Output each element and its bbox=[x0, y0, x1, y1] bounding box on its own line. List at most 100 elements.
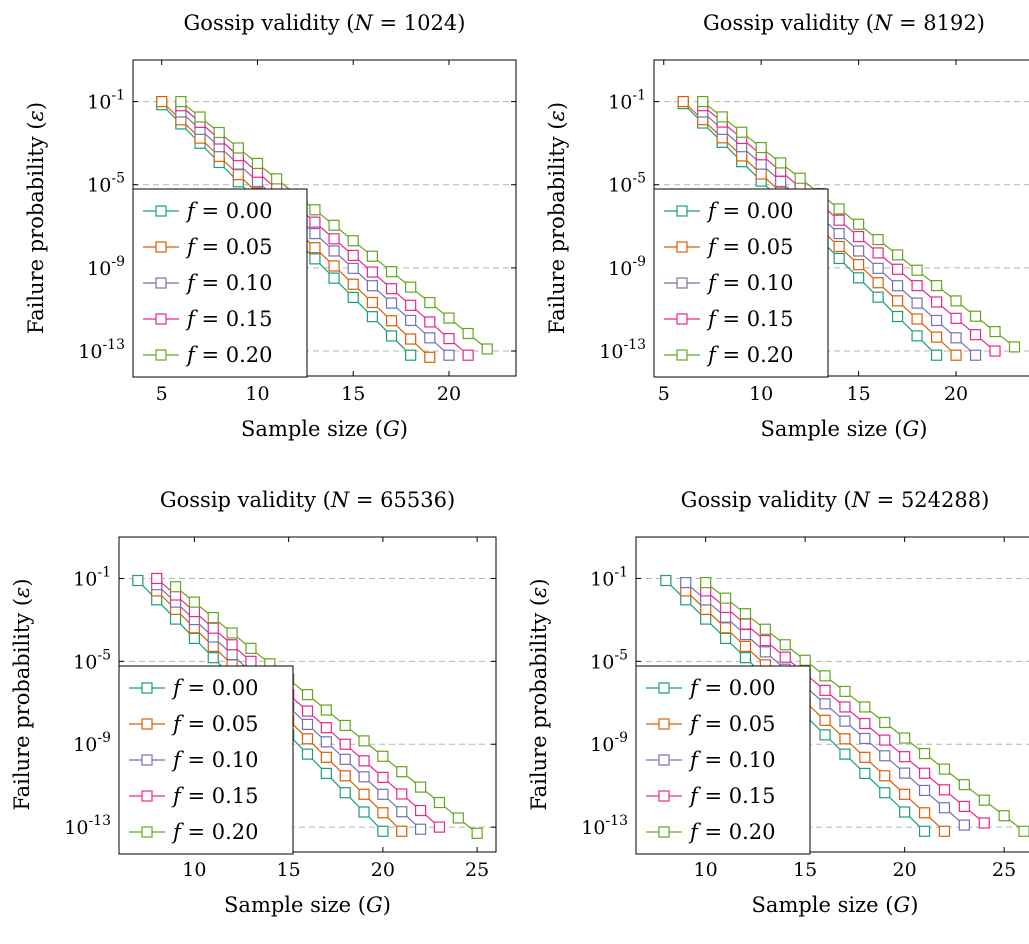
data-point-marker bbox=[891, 263, 904, 275]
data-point-marker bbox=[366, 266, 378, 278]
legend-label: f = 0.10 bbox=[185, 271, 273, 295]
data-point-marker bbox=[918, 807, 931, 819]
data-point-marker bbox=[872, 291, 884, 303]
data-point-marker bbox=[872, 277, 884, 289]
data-point-marker bbox=[958, 819, 970, 831]
series-0.10 bbox=[680, 576, 970, 831]
legend: f = 0.00 f = 0.05 f = 0.10 f = 0.15 f = 0.20 bbox=[132, 188, 308, 378]
data-point-marker bbox=[938, 763, 951, 775]
data-point-marker bbox=[366, 311, 378, 323]
y-tick-label: 10-5 bbox=[590, 647, 628, 673]
data-point-marker bbox=[415, 781, 427, 793]
y-axis-label: Failure probability (ε) bbox=[10, 578, 34, 810]
data-point-marker bbox=[879, 716, 891, 729]
data-point-marker bbox=[839, 733, 851, 745]
data-point-marker bbox=[739, 618, 752, 630]
data-point-marker bbox=[194, 111, 206, 123]
x-tick-label: 15 bbox=[847, 383, 871, 405]
legend-marker bbox=[155, 349, 167, 361]
data-point-marker bbox=[879, 734, 891, 746]
legend-marker bbox=[658, 754, 670, 766]
data-point-marker bbox=[879, 770, 891, 782]
chart-panel-4: 10 15 20 25 10-1 10-5 10-9 10-13 Gossip validity… bbox=[527, 488, 1029, 917]
data-point-marker bbox=[309, 216, 321, 228]
data-point-marker bbox=[899, 788, 911, 800]
data-point-marker bbox=[969, 329, 982, 341]
data-point-marker bbox=[969, 349, 982, 361]
data-point-marker bbox=[226, 627, 238, 639]
data-point-marker bbox=[396, 825, 408, 837]
data-point-marker bbox=[320, 736, 332, 748]
data-point-marker bbox=[347, 235, 359, 247]
data-point-marker bbox=[301, 733, 314, 745]
data-point-marker bbox=[213, 126, 225, 139]
y-tick-label: 10-13 bbox=[599, 337, 646, 363]
legend-marker bbox=[676, 277, 688, 289]
x-axis-label: Sample size (G) bbox=[761, 417, 928, 441]
legend-label: f = 0.00 bbox=[688, 676, 776, 700]
x-tick-label: 15 bbox=[341, 383, 365, 405]
data-point-marker bbox=[891, 295, 904, 307]
y-tick-label: 10-1 bbox=[87, 88, 125, 114]
data-point-marker bbox=[385, 283, 398, 295]
chart-title: Gossip validity (N = 65536) bbox=[160, 488, 455, 512]
data-point-marker bbox=[226, 639, 238, 651]
data-point-marker bbox=[245, 642, 257, 654]
data-point-marker bbox=[950, 295, 962, 307]
data-point-marker bbox=[759, 623, 771, 635]
data-point-marker bbox=[207, 652, 219, 664]
data-point-marker bbox=[700, 613, 712, 625]
y-tick-label: 10-13 bbox=[64, 813, 111, 839]
data-point-marker bbox=[755, 141, 767, 154]
legend-label: f = 0.00 bbox=[171, 676, 259, 700]
data-point-marker bbox=[719, 592, 732, 604]
data-point-marker bbox=[385, 315, 398, 327]
data-point-marker bbox=[339, 738, 351, 750]
data-point-marker bbox=[358, 771, 370, 783]
data-point-marker bbox=[188, 632, 200, 644]
data-point-marker bbox=[169, 581, 182, 593]
data-point-marker bbox=[396, 788, 408, 800]
legend-label: f = 0.15 bbox=[706, 307, 794, 331]
data-point-marker bbox=[930, 296, 943, 308]
chart-panel-2: 5 10 15 20 10-1 10-5 10-9 10-13 Gossip validity … bbox=[545, 11, 1029, 441]
data-point-marker bbox=[424, 332, 436, 344]
data-point-marker bbox=[839, 685, 851, 697]
data-point-marker bbox=[462, 327, 474, 340]
data-point-marker bbox=[405, 349, 417, 361]
data-point-marker bbox=[969, 310, 982, 322]
data-point-marker bbox=[918, 784, 931, 797]
data-point-marker bbox=[132, 574, 144, 587]
data-point-marker bbox=[719, 601, 732, 614]
data-point-marker bbox=[677, 95, 689, 108]
data-point-marker bbox=[320, 722, 332, 734]
y-axis-label: Failure probability (ε) bbox=[545, 102, 569, 334]
x-axis-label: Sample size (G) bbox=[241, 417, 408, 441]
data-point-marker bbox=[833, 227, 845, 240]
legend: f = 0.00 f = 0.05 f = 0.10 f = 0.15 f = 0.20 bbox=[118, 665, 294, 855]
data-point-marker bbox=[213, 150, 225, 162]
data-point-marker bbox=[301, 718, 314, 731]
x-tick-label: 10 bbox=[694, 859, 718, 881]
y-tick-label: 10-1 bbox=[73, 564, 111, 590]
data-point-marker bbox=[839, 715, 851, 727]
data-point-marker bbox=[755, 168, 767, 180]
data-point-marker bbox=[911, 264, 923, 276]
legend-label: f = 0.15 bbox=[185, 307, 273, 331]
y-tick-label: 10-5 bbox=[87, 171, 125, 197]
data-point-marker bbox=[700, 576, 712, 589]
data-point-marker bbox=[339, 770, 351, 782]
chart-title: Gossip validity (N = 8192) bbox=[703, 11, 985, 35]
data-point-marker bbox=[301, 705, 314, 717]
chart-panel-3: 10 15 20 25 10-1 10-5 10-9 10-13 Gossip validity… bbox=[10, 488, 497, 917]
legend-marker bbox=[155, 205, 167, 217]
data-point-marker bbox=[716, 111, 728, 123]
legend-label: f = 0.00 bbox=[706, 199, 794, 223]
legend-label: f = 0.20 bbox=[706, 343, 794, 367]
data-point-marker bbox=[930, 314, 943, 327]
chart-panel-1: 5 10 15 20 10-1 10-5 10-9 10-13 Gossip validity … bbox=[24, 11, 517, 441]
legend-label: f = 0.05 bbox=[688, 712, 776, 736]
data-point-marker bbox=[759, 646, 771, 658]
data-point-marker bbox=[950, 349, 962, 361]
data-point-marker bbox=[859, 751, 871, 763]
